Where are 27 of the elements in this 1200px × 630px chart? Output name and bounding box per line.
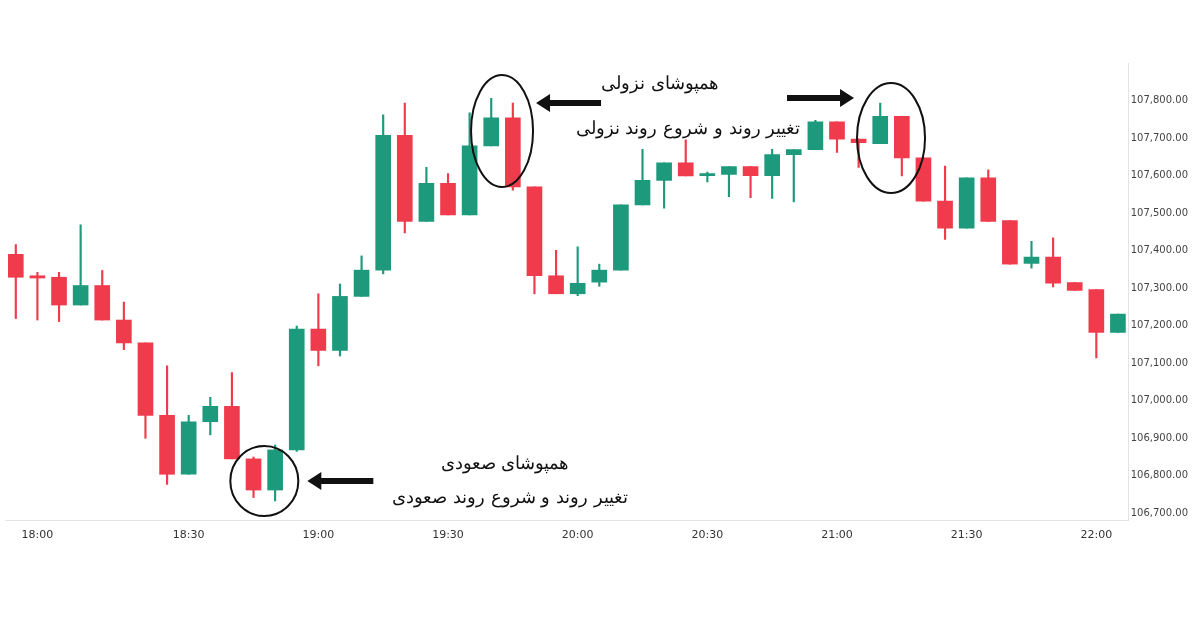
annotation: همپوشای صعودی [439,451,571,476]
y-tick-label: 106,700.00 [1130,506,1189,518]
y-tick-label: 107,200.00 [1130,319,1189,331]
annotation: تغییر روند و شروع روند نزولی [574,116,802,141]
candlestick [1023,240,1040,269]
y-tick-label: 107,000.00 [1130,394,1189,406]
x-tick-label: 22:00 [1080,528,1113,542]
annotation: همپوشای نزولی [600,71,720,96]
x-tick-label: 21:30 [950,528,983,542]
y-tick-label: 107,800.00 [1130,94,1189,106]
y-tick-label: 107,700.00 [1130,131,1189,143]
y-tick-label: 107,400.00 [1130,244,1189,256]
x-tick-label: 20:30 [691,528,724,542]
x-tick-label: 18:00 [21,528,54,542]
x-tick-label: 21:00 [821,528,853,542]
y-tick-label: 106,800.00 [1130,469,1189,481]
x-tick-label: 20:00 [561,528,594,542]
candlestick [742,166,759,199]
y-tick-label: 106,900.00 [1130,431,1189,443]
y-tick-label: 107,600.00 [1130,169,1189,181]
annotation: تغییر روند و شروع روند صعودی [391,485,629,510]
x-tick-label: 19:30 [432,528,464,542]
y-tick-label: 107,300.00 [1130,281,1189,293]
x-tick-label: 19:00 [302,528,335,542]
y-tick-label: 107,100.00 [1130,356,1189,368]
x-tick-label: 18:30 [172,528,205,542]
y-tick-label: 107,500.00 [1130,206,1189,218]
